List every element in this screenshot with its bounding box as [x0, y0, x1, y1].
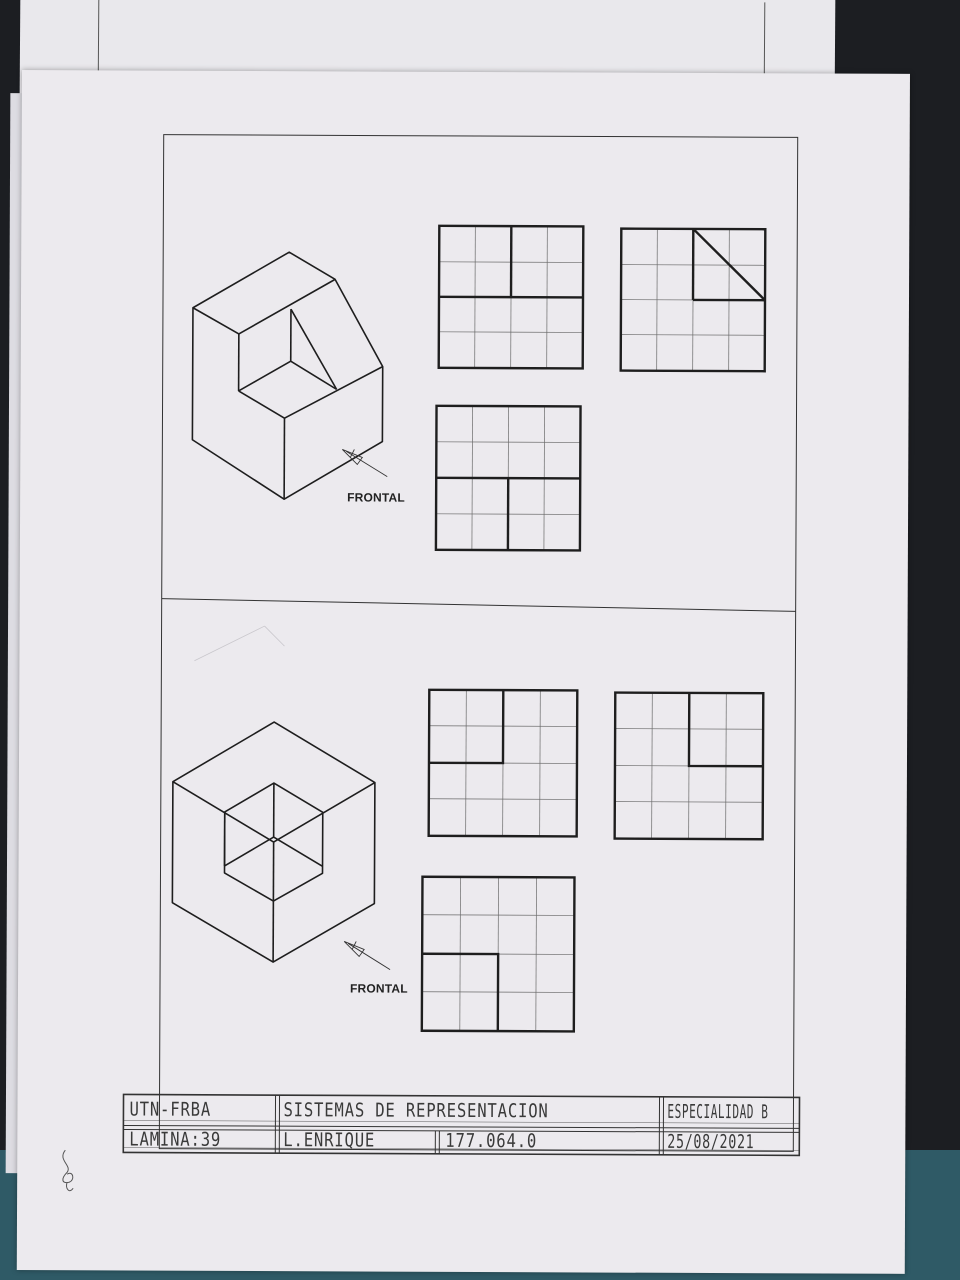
erased-ghost-lines	[194, 625, 285, 662]
title-block-student-id: 177.064.0	[445, 1129, 538, 1153]
orthographic-view-2a	[427, 688, 579, 838]
title-block-specialty: ESPECIALIDAD B	[667, 1100, 769, 1124]
orthographic-view-1c	[434, 404, 582, 552]
isometric-view-2	[171, 721, 376, 963]
title-block-subject: SISTEMAS DE REPRESENTACION	[283, 1099, 549, 1123]
orthographic-view-2b	[613, 691, 765, 841]
frontal-label-2: FRONTAL	[349, 981, 408, 996]
orthographic-view-2c	[420, 875, 576, 1033]
view-arrow-2	[343, 940, 391, 970]
sheet-frame	[158, 134, 799, 1152]
section-divider	[161, 598, 796, 612]
title-block-date: 25/08/2021	[667, 1130, 755, 1154]
title-block-institution: UTN-FRBA	[129, 1098, 212, 1121]
signature	[62, 1149, 74, 1192]
frontal-label-1: FRONTAL	[347, 490, 406, 505]
drawing-sheet: FRONTAL FRONTAL UTN-FRBA SISTEMAS DE REP…	[16, 70, 910, 1274]
view-arrow-1	[342, 448, 388, 477]
orthographic-view-1a	[437, 224, 585, 370]
orthographic-view-1b	[619, 227, 767, 373]
title-block-sheet-number: LAMINA:39	[129, 1128, 222, 1151]
title-block-student: L.ENRIQUE	[283, 1129, 376, 1152]
isometric-view-1	[191, 251, 384, 500]
title-block	[122, 1093, 801, 1157]
sheet-drawing	[62, 134, 801, 1192]
